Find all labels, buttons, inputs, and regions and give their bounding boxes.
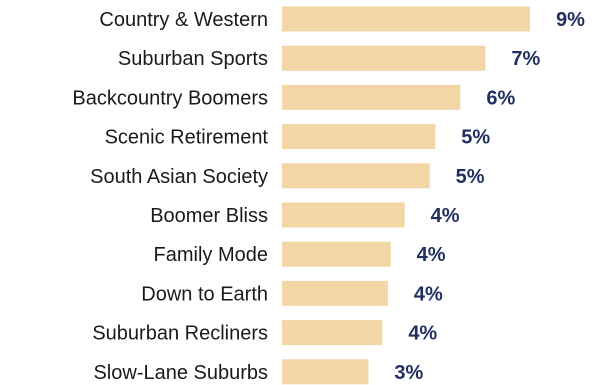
- category-label: Backcountry Boomers: [72, 87, 268, 109]
- category-label: South Asian Society: [90, 166, 268, 188]
- bar: [282, 280, 388, 306]
- bar: [282, 241, 391, 267]
- value-label: 9%: [556, 9, 585, 31]
- value-label: 7%: [511, 48, 540, 70]
- bar: [282, 84, 461, 110]
- bar: [282, 320, 383, 346]
- bar: [282, 6, 530, 32]
- category-label: Slow-Lane Suburbs: [93, 362, 268, 384]
- value-label: 5%: [461, 127, 490, 149]
- category-label: Down to Earth: [141, 283, 268, 305]
- bar: [282, 202, 405, 228]
- value-label: 4%: [431, 205, 460, 227]
- category-label: Suburban Recliners: [92, 323, 268, 345]
- value-label: 6%: [486, 87, 515, 109]
- category-label: Scenic Retirement: [105, 127, 269, 149]
- category-label: Country & Western: [99, 9, 268, 31]
- category-label: Boomer Bliss: [150, 205, 268, 227]
- value-label: 4%: [417, 244, 446, 266]
- bar: [282, 359, 369, 385]
- bar: [282, 163, 430, 189]
- value-label: 3%: [394, 362, 423, 384]
- value-label: 4%: [414, 283, 443, 305]
- category-label: Suburban Sports: [118, 48, 268, 70]
- value-label: 5%: [456, 166, 485, 188]
- bar: [282, 45, 486, 71]
- value-label: 4%: [408, 323, 437, 345]
- bar: [282, 124, 436, 150]
- category-label: Family Mode: [154, 244, 268, 266]
